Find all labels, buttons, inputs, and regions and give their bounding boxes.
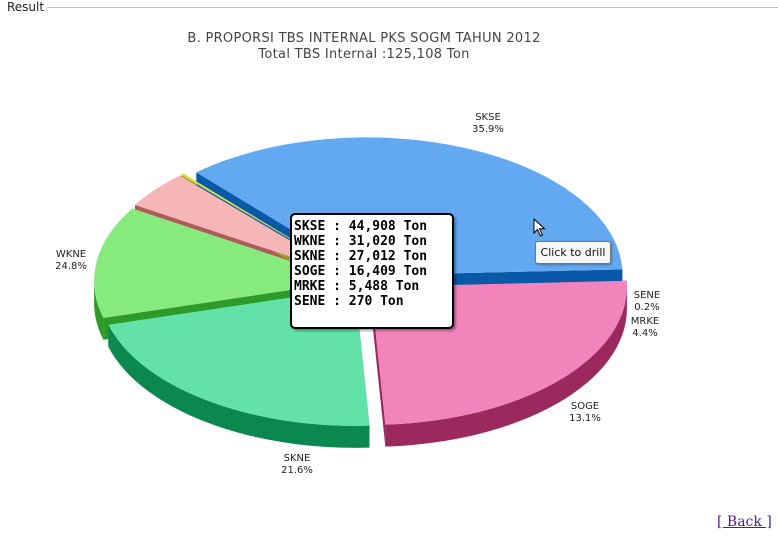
pie-slice-side-soge: [94, 280, 104, 340]
chart-title: B. PROPORSI TBS INTERNAL PKS SOGM TAHUN …: [187, 31, 541, 46]
tooltip-line: SOGE : 16,409 Ton: [294, 264, 428, 279]
slice-label-name-skne: SKNE: [284, 453, 311, 464]
result-legend: Result: [4, 0, 48, 14]
result-border: [47, 7, 778, 8]
tooltip-line: WKNE : 31,020 Ton: [294, 234, 428, 249]
tooltip-line: MRKE : 5,488 Ton: [294, 279, 420, 294]
slice-label-name-soge: SOGE: [571, 401, 599, 412]
slice-label-percent-mrke: 4.4%: [632, 328, 657, 339]
slice-label-percent-skse: 35.9%: [472, 124, 504, 135]
pie-slice-skse[interactable]: [196, 137, 623, 276]
slice-label-name-mrke: MRKE: [631, 316, 659, 327]
tooltip-line: SKSE : 44,908 Ton: [294, 219, 428, 234]
slice-label-percent-sene: 0.2%: [634, 302, 659, 313]
back-link[interactable]: [ Back ]: [717, 514, 772, 530]
slice-label-name-sene: SENE: [634, 290, 660, 301]
tooltip-line: SENE : 270 Ton: [294, 294, 404, 309]
slice-label-percent-skne: 21.6%: [281, 465, 313, 476]
pie-slice-side-skne: [108, 324, 370, 448]
pie-slice-side-wkne: [385, 286, 627, 447]
mouse-cursor-icon: [533, 218, 546, 237]
slice-label-name-wkne: WKNE: [56, 249, 86, 260]
slice-label-name-skse: SKSE: [475, 112, 501, 123]
drill-tooltip: Click to drill: [535, 241, 611, 264]
chart-subtitle: Total TBS Internal :125,108 Ton: [258, 47, 470, 62]
tooltip-line: SKNE : 27,012 Ton: [294, 249, 428, 264]
data-tooltip: SKSE : 44,908 Ton WKNE : 31,020 Ton SKNE…: [290, 213, 454, 329]
slice-label-percent-soge: 13.1%: [569, 413, 601, 424]
pie-slice-soge[interactable]: [94, 208, 351, 318]
slice-label-percent-wkne: 24.8%: [55, 261, 87, 272]
